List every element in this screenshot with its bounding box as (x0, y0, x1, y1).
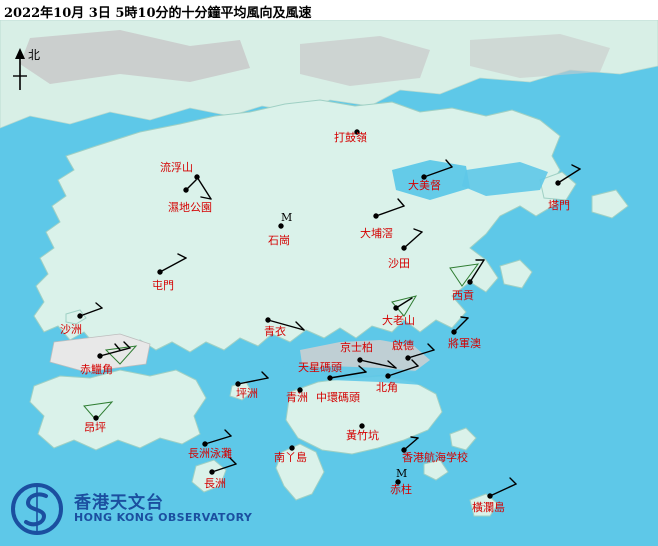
station-label-cheung-chau: 長洲 (204, 477, 226, 490)
station-label-shek-kong: 石崗 (268, 234, 290, 247)
station-label-waglan-island: 橫瀾島 (472, 501, 505, 514)
station-label-wong-chuk-hang: 黃竹坑 (346, 429, 379, 442)
station-label-sai-kung: 西貢 (452, 289, 474, 302)
station-marker-shek-kong-m: M (281, 211, 293, 224)
north-arrow: 北 (8, 46, 48, 94)
station-label-central-pier: 中環碼頭 (316, 391, 360, 404)
station-label-tuen-mun: 屯門 (152, 279, 174, 292)
station-label-tap-mun: 塔門 (548, 199, 570, 212)
station-label-tates-cairn: 大老山 (382, 314, 415, 327)
station-label-peng-chau: 坪洲 (236, 387, 258, 400)
station-label-star-ferry: 天星碼頭 (298, 361, 342, 374)
station-label-stanley: 赤柱 (390, 483, 412, 496)
station-label-sha-tin: 沙田 (388, 257, 410, 270)
station-marker-stanley-m: M (396, 467, 408, 480)
logo-text-chinese: 香港天文台 (74, 493, 164, 513)
station-label-lamma-island: 南丫島 (274, 451, 307, 464)
station-label-kings-park: 京士柏 (340, 341, 373, 354)
station-label-cheung-chau-beach: 長洲泳灘 (188, 447, 232, 460)
station-label-tai-mei-tuk: 大美督 (408, 179, 441, 192)
page-title: 2022年10月 3日 5時10分的十分鐘平均風向及風速 (4, 6, 312, 21)
station-label-kai-tak: 啟德 (392, 339, 414, 352)
north-label: 北 (28, 48, 41, 62)
station-label-chek-lap-kok: 赤鱲角 (80, 363, 113, 376)
weather-map[interactable]: 北 (0, 20, 658, 546)
station-label-ta-kwu-ling: 打鼓嶺 (334, 131, 367, 144)
hko-logo: 香港天文台 HONG KONG OBSERVATORY (10, 482, 260, 538)
station-label-wetland-park: 濕地公園 (168, 201, 212, 214)
station-label-north-point: 北角 (376, 381, 398, 394)
station-label-tseung-kwan-o: 將軍澳 (448, 337, 481, 350)
logo-text-english: HONG KONG OBSERVATORY (74, 511, 253, 524)
station-label-sha-chau: 沙洲 (60, 323, 82, 336)
station-label-lau-fau-shan: 流浮山 (160, 161, 193, 174)
station-label-tsing-yi: 青衣 (264, 325, 286, 338)
station-label-tai-po-kau: 大埔滘 (360, 227, 393, 240)
station-label-sea-school: 香港航海学校 (402, 451, 468, 464)
north-arrow-icon (13, 48, 27, 90)
station-label-ngong-ping: 昂坪 (84, 421, 106, 434)
hko-logo-icon (11, 483, 63, 535)
station-label-green-island: 青洲 (286, 391, 308, 404)
map-graphic (0, 20, 658, 546)
